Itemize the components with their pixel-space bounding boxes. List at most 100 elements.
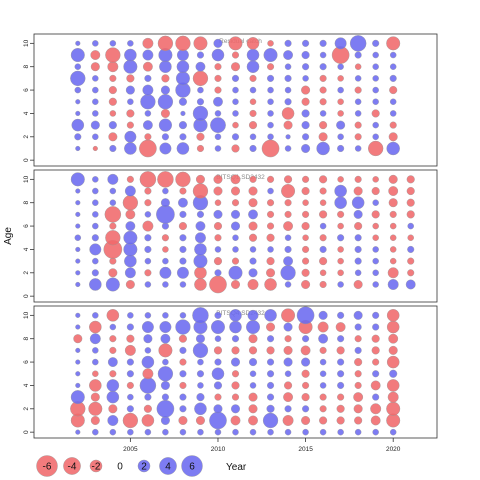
y-tick-label: 8: [23, 337, 30, 341]
bubble: [249, 257, 257, 265]
bubble: [162, 246, 169, 253]
bubble: [372, 176, 379, 183]
bubble: [144, 257, 152, 265]
bubble: [248, 186, 258, 196]
bubble: [301, 97, 310, 106]
bubble: [75, 40, 81, 46]
bubble: [249, 144, 257, 152]
bubble: [354, 86, 362, 94]
bubble: [372, 257, 379, 265]
bubble: [70, 172, 85, 187]
bubble: [388, 333, 399, 344]
bubble: [75, 258, 81, 264]
bubble: [142, 49, 154, 61]
y-tick: 4: [23, 383, 34, 387]
bubble: [109, 428, 117, 436]
bubble: [302, 199, 309, 206]
bubble: [126, 370, 134, 378]
bubble: [389, 369, 398, 378]
bubble: [283, 392, 293, 403]
x-tick-label: 2005: [123, 446, 138, 453]
bubble: [372, 323, 380, 331]
bubble: [231, 74, 240, 82]
bubble: [107, 61, 119, 73]
bubble: [284, 199, 292, 207]
y-tick: 0: [23, 294, 34, 298]
bubble: [282, 415, 294, 426]
bubble: [75, 188, 81, 194]
bubble: [193, 36, 208, 51]
bubble: [109, 40, 117, 47]
bubble: [301, 85, 311, 95]
bubble: [92, 211, 99, 218]
bubble: [267, 210, 275, 218]
bubble: [302, 335, 310, 343]
legend-label: -2: [92, 462, 101, 473]
bubble: [283, 357, 293, 367]
bubble: [92, 176, 99, 183]
bubble: [319, 280, 327, 288]
bubble: [209, 411, 227, 430]
bubble: [231, 186, 240, 196]
bubble: [178, 197, 188, 208]
bubble: [92, 110, 99, 117]
bubble: [231, 335, 240, 343]
bubble: [386, 355, 400, 369]
bubble: [192, 105, 209, 122]
bubble: [264, 309, 277, 322]
y-tick-label: 8: [23, 65, 30, 69]
bubble: [229, 320, 242, 334]
bubble: [109, 346, 117, 354]
panel-frame: [33, 33, 438, 167]
bubble: [192, 183, 209, 199]
bubble: [179, 370, 187, 378]
bubble: [105, 230, 121, 246]
bubble: [176, 142, 190, 155]
bubble: [302, 381, 310, 389]
bubble: [74, 86, 82, 94]
bubble: [319, 175, 328, 184]
bubble: [267, 199, 275, 207]
bubble: [74, 234, 82, 241]
bubble: [319, 405, 327, 413]
bubble: [213, 96, 223, 107]
bubble: [142, 61, 153, 72]
bubble: [354, 75, 362, 82]
bubble: [75, 211, 81, 217]
bubble: [179, 428, 187, 436]
bubble: [92, 40, 99, 47]
bubble: [246, 48, 260, 62]
bubble: [142, 220, 154, 232]
bubble: [387, 391, 399, 403]
bubble: [316, 141, 330, 156]
bubble: [284, 39, 292, 47]
bubble: [144, 245, 152, 253]
bubble: [162, 312, 169, 319]
bubble: [285, 134, 291, 140]
bubble: [196, 51, 204, 59]
bubble: [267, 121, 274, 129]
bubble: [193, 254, 208, 269]
bubble: [89, 379, 102, 392]
bubble: [109, 74, 117, 82]
bubble: [92, 347, 99, 354]
bubble: [156, 400, 175, 418]
y-tick: 2: [23, 135, 34, 139]
bubble: [283, 120, 293, 130]
bubble: [370, 380, 381, 391]
bubble: [281, 107, 295, 120]
bubble: [126, 175, 134, 183]
bubble: [249, 246, 257, 253]
bubble: [231, 404, 240, 414]
bubble: [175, 71, 190, 86]
y-tick: 8: [23, 65, 34, 69]
bubble: [249, 86, 257, 94]
bubble: [178, 222, 187, 231]
bubble: [176, 60, 190, 73]
bubble: [349, 35, 367, 52]
bubble: [179, 393, 187, 401]
bubble: [123, 59, 138, 74]
bubble: [144, 281, 152, 288]
bubble: [370, 415, 381, 426]
bubble: [335, 322, 346, 332]
